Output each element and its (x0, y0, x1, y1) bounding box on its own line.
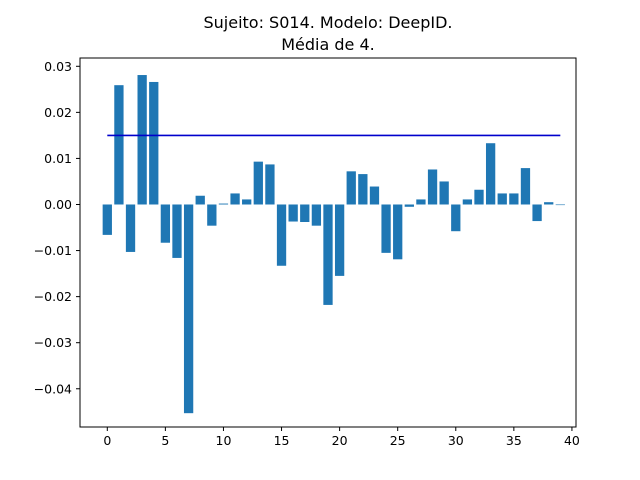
bars-layer (102, 75, 565, 414)
bar-28 (427, 169, 438, 205)
x-tick-label: 0 (103, 433, 111, 448)
x-tick-label: 25 (390, 433, 406, 448)
x-tick-label: 20 (332, 433, 348, 448)
bar-22 (358, 174, 368, 205)
bar-24 (381, 204, 391, 253)
axes-layer: 0 5 10 15 20 25 30 35 40 −0.04 −0.03 −0.02 −0.01 0.00… (34, 57, 580, 448)
plot-frame (79, 57, 577, 428)
chart-title-line-1: Sujeito: S014. Modelo: DeepID. (203, 13, 452, 32)
bar-1 (114, 85, 124, 205)
bar-16 (288, 204, 298, 222)
bar-23 (369, 186, 380, 205)
bar-15 (276, 204, 287, 266)
bar-2 (125, 204, 136, 252)
bar-38 (544, 202, 554, 205)
y-tick-label: −0.02 (34, 289, 72, 304)
bar-35 (509, 193, 519, 205)
bar-36 (520, 168, 531, 205)
bar-9 (207, 204, 217, 226)
bar-10 (218, 203, 229, 205)
bar-20 (334, 204, 345, 276)
bar-6 (172, 204, 182, 258)
bar-33 (485, 143, 496, 205)
y-tick-label: −0.01 (34, 243, 72, 258)
bar-8 (195, 195, 205, 205)
bar-25 (393, 204, 403, 260)
bar-12 (242, 199, 252, 205)
bar-11 (230, 193, 240, 205)
bar-4 (149, 81, 159, 205)
bar-3 (137, 75, 147, 205)
x-tick-label: 5 (161, 433, 169, 448)
chart-title-line-2: Média de 4. (281, 35, 375, 54)
bar-17 (300, 204, 310, 222)
x-tick-label: 10 (216, 433, 232, 448)
bar-29 (439, 181, 449, 205)
y-tick-label: −0.03 (34, 335, 72, 350)
x-tick-label: 35 (506, 433, 522, 448)
bar-14 (265, 164, 275, 205)
bar-27 (416, 199, 426, 205)
bar-37 (532, 204, 542, 222)
y-tick-label: 0.03 (44, 59, 72, 74)
bar-31 (462, 199, 473, 205)
bar-5 (160, 204, 171, 243)
bar-7 (183, 204, 194, 414)
y-tick-label: −0.04 (34, 381, 72, 396)
bar-32 (474, 189, 484, 205)
bar-18 (311, 204, 322, 226)
bar-19 (323, 204, 333, 305)
bar-0 (102, 204, 112, 235)
bar-26 (404, 204, 414, 207)
y-tick-label: 0.01 (44, 151, 72, 166)
x-tick-label: 30 (448, 433, 464, 448)
bar-30 (451, 204, 461, 232)
x-tick-label: 40 (564, 433, 580, 448)
x-tick-label: 15 (274, 433, 290, 448)
bar-39 (555, 204, 565, 206)
y-tick-label: 0.00 (44, 197, 72, 212)
bar-13 (253, 161, 263, 205)
y-tick-label: 0.02 (44, 105, 72, 120)
bar-21 (346, 171, 356, 205)
bar-34 (497, 193, 507, 205)
